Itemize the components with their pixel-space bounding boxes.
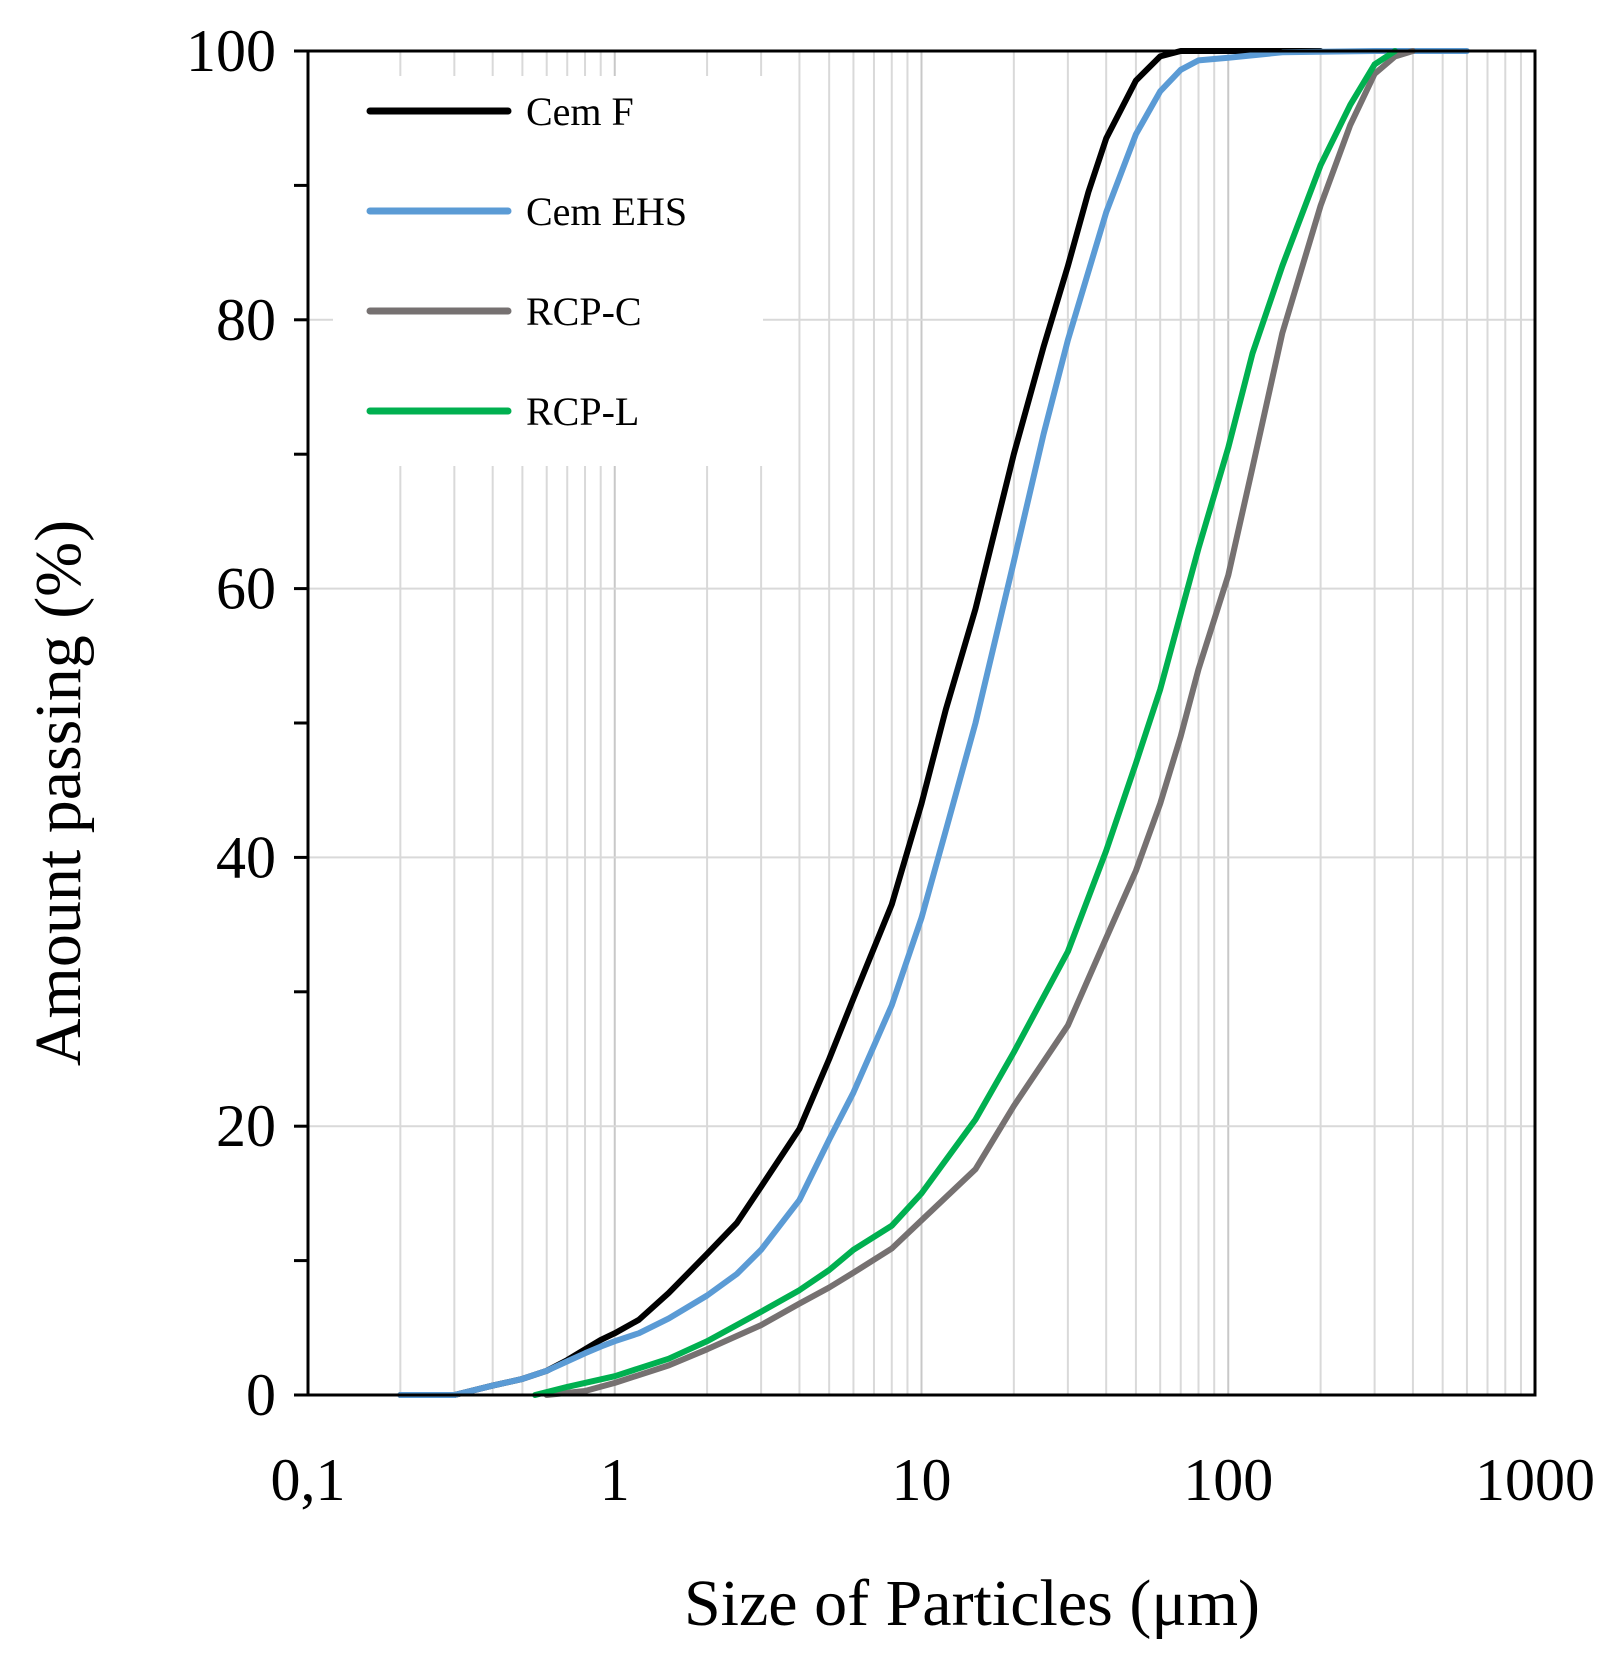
legend-label-cem-f: Cem F	[526, 89, 634, 134]
x-tick-label: 0,1	[271, 1447, 346, 1513]
legend-box	[333, 76, 763, 466]
y-tick-label: 80	[216, 287, 276, 353]
y-axis-ticks: 0 20 40 60 80 100	[186, 18, 308, 1428]
x-tick-label: 1	[600, 1447, 630, 1513]
series-line-rcp-l	[532, 48, 1399, 1398]
y-axis-title: Amount passing (%)	[22, 520, 95, 1066]
legend-label-rcp-l: RCP-L	[526, 389, 639, 434]
y-tick-label: 0	[246, 1362, 276, 1428]
x-axis-ticks: 0,1 1 10 100 1000	[271, 1447, 1596, 1513]
legend: Cem F Cem EHS RCP-C RCP-L	[333, 76, 763, 466]
series-lines	[397, 48, 1470, 1398]
x-tick-label: 1000	[1475, 1447, 1595, 1513]
legend-label-cem-ehs: Cem EHS	[526, 189, 687, 234]
x-tick-label: 10	[892, 1447, 952, 1513]
y-tick-label: 60	[216, 556, 276, 622]
y-tick-label: 20	[216, 1093, 276, 1159]
x-tick-label: 100	[1183, 1447, 1273, 1513]
y-tick-label: 100	[186, 18, 276, 84]
series-line-rcp-c	[543, 48, 1416, 1398]
y-tick-label: 40	[216, 824, 276, 890]
x-axis-title: Size of Particles (μm)	[684, 1567, 1260, 1640]
series-line-cem-ehs	[397, 48, 1470, 1398]
legend-label-rcp-c: RCP-C	[526, 289, 642, 334]
